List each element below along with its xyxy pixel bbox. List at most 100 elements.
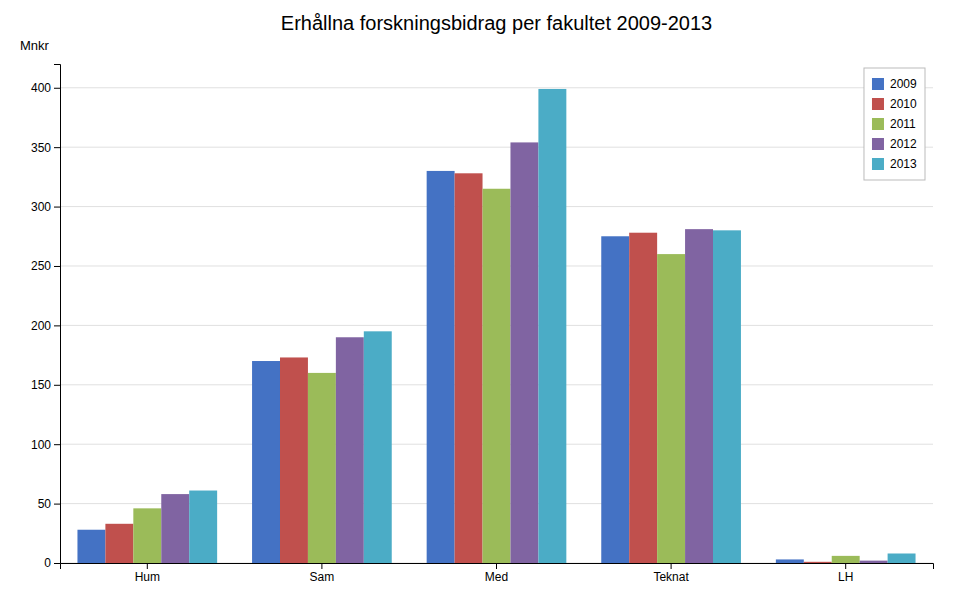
bar [685, 229, 713, 563]
legend-label: 2009 [890, 77, 917, 91]
tick-label: LH [838, 570, 853, 584]
legend-label: 2012 [890, 137, 917, 151]
bar [252, 361, 280, 563]
grid-line [60, 147, 933, 148]
x-axis: Hum Sam Med Teknat LH [61, 563, 934, 584]
tick-label: 250 [31, 259, 51, 273]
axis-label: Mnkr [20, 38, 50, 53]
legend-box [864, 68, 925, 180]
tick: 150 [31, 378, 60, 392]
legend-item: 2013 [872, 157, 917, 171]
bar [713, 230, 741, 563]
tick: 300 [31, 200, 60, 214]
bar-series [105, 173, 831, 563]
tick: 50 [38, 497, 60, 511]
bar [427, 171, 455, 563]
tick-label: Teknat [653, 570, 689, 584]
tick: 200 [31, 319, 60, 333]
chart: 0 50 100 150 200 250 300 350 400 Hum Sam Med Teknat L… [0, 0, 957, 603]
tick-mark [845, 563, 846, 569]
tick-label: Hum [135, 570, 160, 584]
tick: 400 [31, 81, 60, 95]
tick-mark [54, 88, 60, 89]
title: Erhållna forskningsbidrag per fakultet 2… [281, 12, 712, 34]
bar-series [133, 189, 859, 563]
bar [161, 494, 189, 563]
legend-swatch [872, 158, 884, 170]
tick-label: 50 [38, 497, 52, 511]
bar [105, 524, 133, 563]
axis-line [61, 564, 934, 570]
tick-mark [496, 563, 497, 569]
bar [629, 233, 657, 563]
tick-label: 0 [44, 556, 51, 570]
bar [601, 236, 629, 563]
legend-label: 2011 [890, 117, 916, 131]
plot: 0 50 100 150 200 250 300 350 400 Hum Sam Med Teknat L… [31, 65, 934, 584]
grid-line [60, 87, 933, 88]
legend-label: 2010 [890, 97, 917, 111]
tick: 100 [31, 438, 60, 452]
bar [280, 357, 308, 563]
tick-label: 200 [31, 319, 51, 333]
tick: LH [838, 563, 853, 584]
legend-swatch [872, 118, 884, 130]
bar-series [161, 142, 887, 563]
tick-mark [54, 504, 60, 505]
legend-label: 2013 [890, 157, 917, 171]
tick-mark [147, 563, 148, 569]
tick-mark [321, 563, 322, 569]
axis-line [54, 65, 61, 564]
tick: 0 [44, 556, 60, 570]
tick: 250 [31, 259, 60, 273]
tick-mark [54, 444, 60, 445]
bar [189, 491, 217, 563]
bar [483, 189, 511, 563]
tick: 350 [31, 141, 60, 155]
legend-swatch [872, 138, 884, 150]
legend-swatch [872, 78, 884, 90]
tick: Hum [135, 563, 160, 584]
tick-label: Med [485, 570, 508, 584]
bar [538, 89, 566, 563]
bars [77, 89, 915, 563]
bar [336, 337, 364, 563]
bar [455, 173, 483, 563]
bar [510, 142, 538, 563]
tick-mark [54, 147, 60, 148]
bar [308, 373, 336, 563]
tick-mark [54, 385, 60, 386]
grid [60, 88, 933, 563]
tick-mark [54, 207, 60, 208]
bar [657, 254, 685, 563]
bar [804, 562, 832, 563]
tick-label: 100 [31, 438, 51, 452]
tick: Med [485, 563, 508, 584]
tick-label: 400 [31, 81, 51, 95]
bar-series [189, 89, 915, 563]
tick-label: Sam [310, 570, 335, 584]
legend-item: 2011 [872, 117, 916, 131]
bar [364, 331, 392, 563]
tick-label: 150 [31, 378, 51, 392]
legend-swatch [872, 98, 884, 110]
bar [860, 561, 888, 563]
legend-item: 2009 [872, 77, 917, 91]
legend: 2009 2010 2011 2012 2013 [864, 68, 925, 180]
legend-item: 2010 [872, 97, 917, 111]
tick: Teknat [653, 563, 689, 584]
tick-mark [54, 325, 60, 326]
tick-mark [54, 563, 60, 564]
bar [77, 530, 105, 563]
tick-label: 350 [31, 141, 51, 155]
tick-mark [671, 563, 672, 569]
y-axis: 0 50 100 150 200 250 300 350 400 [31, 65, 61, 571]
tick-label: 300 [31, 200, 51, 214]
tick: Sam [310, 563, 335, 584]
tick-mark [54, 266, 60, 267]
bar-series [77, 171, 803, 563]
bar [832, 556, 860, 563]
bar [776, 559, 804, 563]
bar [133, 508, 161, 563]
bar [888, 553, 916, 563]
